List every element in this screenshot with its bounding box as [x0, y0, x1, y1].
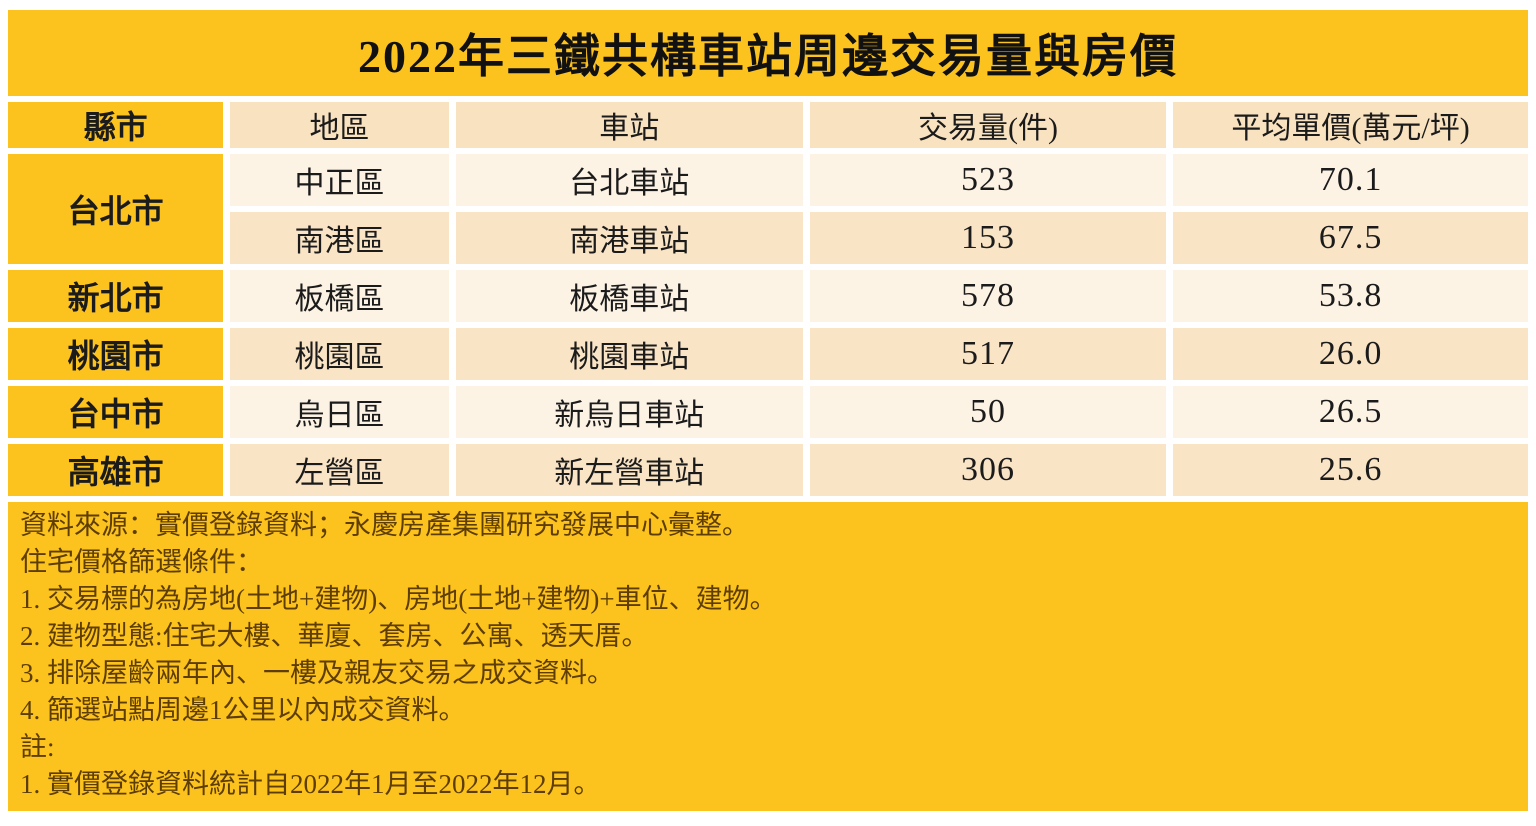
note-filter-3: 3. 排除屋齡兩年內、一樓及親友交易之成交資料。 [20, 658, 614, 688]
table-row: 新北市 板橋區 板橋車站 578 53.8 [8, 270, 1528, 322]
city-cell: 高雄市 [8, 444, 224, 496]
price-cell: 67.5 [1173, 212, 1528, 264]
note-filter-2: 2. 建物型態:住宅大樓、華廈、套房、公寓、透天厝。 [20, 621, 649, 651]
footnotes-block: 資料來源：實價登錄資料；永慶房產集團研究發展中心彙整。 住宅價格篩選條件： 1.… [8, 502, 1528, 811]
note-filter-1: 1. 交易標的為房地(土地+建物)、房地(土地+建物)+車位、建物。 [20, 584, 777, 614]
station-cell: 南港車站 [455, 212, 803, 264]
price-cell: 53.8 [1173, 270, 1528, 322]
note-filter-4: 4. 篩選站點周邊1公里以內成交資料。 [20, 695, 466, 725]
city-cell: 桃園市 [8, 328, 224, 380]
station-cell: 台北車站 [455, 154, 803, 206]
district-cell: 桃園區 [230, 328, 449, 380]
district-cell: 中正區 [230, 154, 449, 206]
table-row: 桃園市 桃園區 桃園車站 517 26.0 [8, 328, 1528, 380]
volume-cell: 523 [809, 154, 1167, 206]
column-header-city: 縣市 [8, 102, 224, 148]
column-header-district: 地區 [230, 102, 449, 148]
city-cell: 新北市 [8, 270, 224, 322]
volume-cell: 306 [809, 444, 1167, 496]
table-row: 高雄市 左營區 新左營車站 306 25.6 [8, 444, 1528, 496]
title-bar: 2022年三鐵共構車站周邊交易量與房價 [8, 10, 1528, 96]
district-cell: 烏日區 [230, 386, 449, 438]
station-cell: 新左營車站 [455, 444, 803, 496]
price-cell: 26.5 [1173, 386, 1528, 438]
volume-cell: 50 [809, 386, 1167, 438]
price-cell: 26.0 [1173, 328, 1528, 380]
station-cell: 桃園車站 [455, 328, 803, 380]
table-header: 縣市 地區 車站 交易量(件) 平均單價(萬元/坪) [8, 102, 1528, 148]
volume-cell: 517 [809, 328, 1167, 380]
note-filter-title: 住宅價格篩選條件： [20, 547, 263, 577]
station-cell: 新烏日車站 [455, 386, 803, 438]
volume-cell: 153 [809, 212, 1167, 264]
column-header-volume: 交易量(件) [809, 102, 1167, 148]
page-title: 2022年三鐵共構車站周邊交易量與房價 [358, 31, 1178, 82]
note-remark-title: 註: [20, 732, 55, 762]
note-source: 資料來源：實價登錄資料；永慶房產集團研究發展中心彙整。 [20, 510, 749, 540]
price-cell: 70.1 [1173, 154, 1528, 206]
city-cell: 台中市 [8, 386, 224, 438]
column-header-station: 車站 [455, 102, 803, 148]
district-cell: 板橋區 [230, 270, 449, 322]
price-cell: 25.6 [1173, 444, 1528, 496]
table-row: 台中市 烏日區 新烏日車站 50 26.5 [8, 386, 1528, 438]
note-remark-1: 1. 實價登錄資料統計自2022年1月至2022年12月。 [20, 769, 601, 799]
volume-cell: 578 [809, 270, 1167, 322]
transactions-table: 縣市 地區 車站 交易量(件) 平均單價(萬元/坪) 台北市 中正區 台北車站 … [1, 96, 1535, 502]
table-row: 南港區 南港車站 153 67.5 [8, 212, 1528, 264]
column-header-price: 平均單價(萬元/坪) [1173, 102, 1528, 148]
table-row: 台北市 中正區 台北車站 523 70.1 [8, 154, 1528, 264]
district-cell: 南港區 [230, 212, 449, 264]
station-cell: 板橋車站 [455, 270, 803, 322]
city-cell: 台北市 [8, 154, 224, 264]
district-cell: 左營區 [230, 444, 449, 496]
